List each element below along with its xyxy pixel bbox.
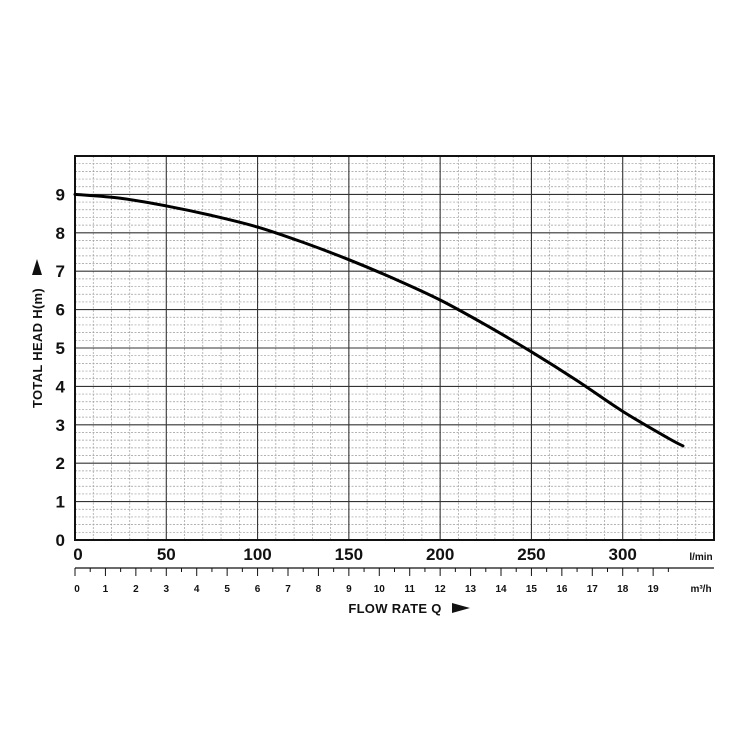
x-tick-label: 200 (426, 545, 454, 564)
y-tick-label: 1 (56, 493, 65, 512)
major-grid (75, 156, 714, 540)
x-tick-label: 0 (73, 545, 82, 564)
x2-tick-label: 14 (495, 584, 507, 595)
x2-tick-label: 5 (224, 584, 230, 595)
x2-tick-label: 18 (617, 584, 629, 595)
x2-tick-label: 13 (465, 584, 477, 595)
x2-tick-label: 7 (285, 584, 291, 595)
x2-tick-label: 9 (346, 584, 352, 595)
y-tick-label: 8 (56, 224, 65, 243)
y-axis-title: TOTAL HEAD H(m) (30, 288, 45, 408)
x2-tick-label: 19 (648, 584, 660, 595)
y-arrow-icon (32, 259, 42, 275)
x-units-lpm: l/min (689, 552, 712, 563)
series-line-0 (73, 192, 685, 448)
y-tick-label: 3 (56, 416, 65, 435)
x2-tick-label: 6 (255, 584, 261, 595)
x2-tick-label: 17 (587, 584, 599, 595)
minor-grid (75, 156, 714, 540)
y-tick-label: 2 (56, 454, 65, 473)
x-arrow-icon (452, 603, 470, 613)
x2-tick-label: 4 (194, 584, 200, 595)
x-units-m3h: m³/h (690, 584, 711, 595)
y-tick-label: 4 (56, 377, 66, 396)
x2-tick-label: 11 (404, 584, 415, 595)
y-tick-labels: 0 1 2 3 4 5 6 7 8 9 (56, 185, 66, 550)
x-tick-label: 300 (609, 545, 637, 564)
x-tick-label: 100 (243, 545, 271, 564)
y-tick-label: 0 (56, 531, 65, 550)
x-tick-label: 250 (517, 545, 545, 564)
x-tick-label: 150 (335, 545, 363, 564)
x2-tick-label: 15 (526, 584, 538, 595)
x2-tick-label: 3 (164, 584, 170, 595)
performance-curve (73, 192, 685, 448)
y-tick-label: 9 (56, 185, 65, 204)
x2-tick-label: 16 (556, 584, 568, 595)
x2-tick-label: 8 (316, 584, 322, 595)
y-tick-label: 6 (56, 301, 65, 320)
y-tick-label: 7 (56, 262, 65, 281)
x2-tick-label: 12 (435, 584, 447, 595)
x-tick-labels-lpm: 0 50 100 150 200 250 300 (73, 545, 637, 564)
plot-border (74, 155, 715, 541)
x2-tick-label: 0 (74, 584, 80, 595)
x2-tick-label: 1 (103, 584, 109, 595)
x2-tick-label: 2 (133, 584, 139, 595)
x-axis-title: FLOW RATE Q (348, 601, 441, 616)
y-tick-label: 5 (56, 339, 65, 358)
plot-frame (74, 155, 715, 541)
x-tick-label: 50 (157, 545, 176, 564)
x2-tick-label: 10 (374, 584, 386, 595)
secondary-x-axis-m3h: 0 1 2 3 4 5 6 7 8 9 10 11 12 13 14 15 16 17 18 19 (74, 567, 714, 595)
